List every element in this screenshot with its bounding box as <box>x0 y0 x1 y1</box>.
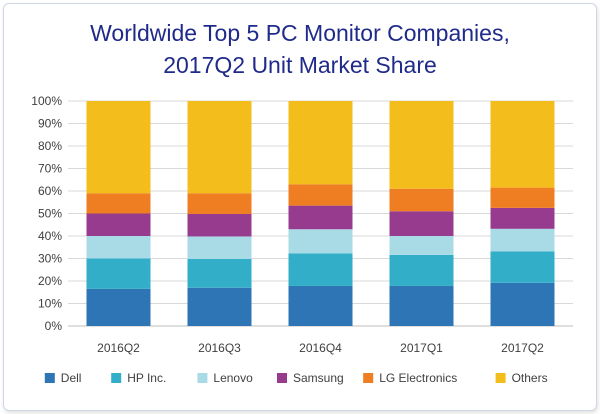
bar-segment-lenovo <box>187 236 252 259</box>
x-tick-label: 2017Q1 <box>400 341 443 355</box>
x-tick-label: 2016Q2 <box>97 341 140 355</box>
legend-swatch <box>111 373 122 383</box>
x-axis-ticks: 2016Q2 2016Q3 2016Q4 2017Q1 2017Q2 <box>97 341 544 355</box>
bar-segment-others <box>288 101 353 185</box>
legend-swatch <box>44 373 55 383</box>
x-tick-label: 2017Q2 <box>501 341 544 355</box>
bar-segment-samsung <box>490 207 555 229</box>
chart-title-line1: Worldwide Top 5 PC Monitor Companies, <box>90 20 510 46</box>
y-tick-label: 60% <box>38 184 62 198</box>
y-tick-label: 80% <box>38 139 62 153</box>
bar-segment-others <box>86 101 151 194</box>
bar-segment-others <box>389 101 454 189</box>
bar-segment-dell <box>86 288 151 326</box>
bar-segment-lg-electronics <box>86 193 151 214</box>
legend-label: Dell <box>61 371 82 385</box>
y-tick-label: 100% <box>31 94 62 108</box>
bar-segment-lg-electronics <box>288 184 353 206</box>
bar-segment-dell <box>187 287 252 326</box>
y-tick-label: 20% <box>38 274 62 288</box>
bar-segment-dell <box>389 285 454 326</box>
y-axis-ticks: 0% 10% 20% 30% 40% 50% 60% 70% 80% 90% 100% <box>31 94 62 333</box>
bars <box>86 101 555 326</box>
bar-segment-others <box>187 101 252 194</box>
bar-segment-hp-inc- <box>288 253 353 286</box>
bar-segment-hp-inc- <box>490 251 555 283</box>
bar-segment-dell <box>288 285 353 326</box>
bar-segment-lg-electronics <box>187 193 252 214</box>
legend-label: Others <box>512 371 548 385</box>
bar-segment-dell <box>490 282 555 326</box>
y-tick-label: 10% <box>38 297 62 311</box>
bar-segment-hp-inc- <box>86 258 151 289</box>
y-tick-label: 50% <box>38 207 62 221</box>
x-tick-label: 2016Q4 <box>299 341 342 355</box>
legend-swatch <box>197 373 208 383</box>
legend-swatch <box>495 373 506 383</box>
bar-segment-samsung <box>389 211 454 236</box>
bar-segment-lenovo <box>86 236 151 259</box>
legend-label: Samsung <box>293 371 344 385</box>
bar-segment-samsung <box>288 205 353 230</box>
legend-label: HP Inc. <box>127 371 166 385</box>
y-tick-label: 70% <box>38 162 62 176</box>
y-tick-label: 0% <box>45 319 63 333</box>
bar-segment-others <box>490 101 555 188</box>
bar-segment-lg-electronics <box>490 187 555 208</box>
bar-segment-lenovo <box>288 229 353 254</box>
bar-segment-samsung <box>86 213 151 236</box>
legend-swatch <box>363 373 374 383</box>
x-tick-label: 2016Q3 <box>198 341 241 355</box>
bar-segment-lenovo <box>389 236 454 255</box>
bar-segment-samsung <box>187 213 252 237</box>
bar-segment-lg-electronics <box>389 188 454 212</box>
bar-segment-hp-inc- <box>187 258 252 288</box>
legend-label: LG Electronics <box>379 371 457 385</box>
bar-segment-hp-inc- <box>389 254 454 286</box>
legend: Dell HP Inc. Lenovo Samsung LG Electronics Ot… <box>44 371 548 385</box>
y-tick-label: 30% <box>38 252 62 266</box>
legend-label: Lenovo <box>213 371 253 385</box>
bar-segment-lenovo <box>490 228 555 252</box>
y-tick-label: 40% <box>38 229 62 243</box>
y-tick-label: 90% <box>38 117 62 131</box>
chart-title-line2: 2017Q2 Unit Market Share <box>163 52 437 78</box>
legend-swatch <box>277 373 287 383</box>
